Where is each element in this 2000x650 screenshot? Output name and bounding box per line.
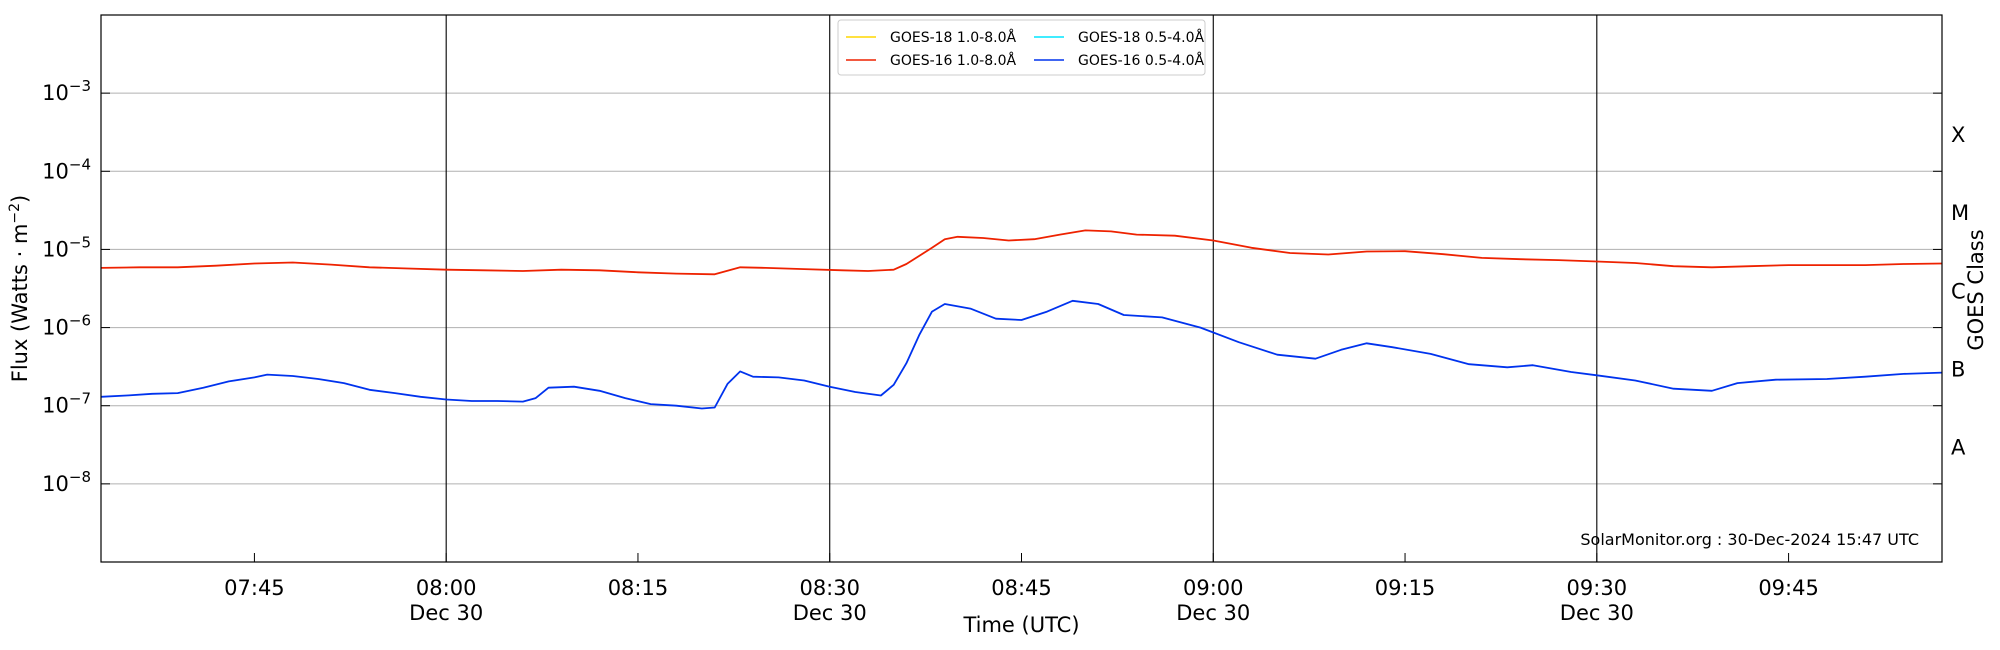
y-axis-title-sup: −2 (7, 203, 23, 224)
x-tick-label: 09:15 (1375, 576, 1436, 600)
y-tick-label: 10−4 (42, 155, 91, 183)
x-tick-label: 07:45 (224, 576, 285, 600)
legend-label: GOES-16 0.5-4.0Å (1078, 52, 1204, 69)
plot-frame (100, 14, 1943, 563)
goes-class-label: A (1951, 436, 1966, 460)
y-tick-label: 10−6 (42, 312, 91, 340)
y-tick-exponent: −7 (69, 390, 91, 408)
credit-text: SolarMonitor.org : 30-Dec-2024 15:47 UTC (1580, 530, 1919, 549)
y-tick-base: 10 (42, 394, 69, 418)
y-tick-base: 10 (42, 472, 69, 496)
goes-class-label: B (1951, 357, 1965, 381)
x-tick-label: 09:00 (1183, 576, 1244, 600)
x-axis-title: Time (UTC) (962, 613, 1079, 637)
x-tick-date-label: Dec 30 (793, 601, 867, 625)
y-axis-title-main: Flux (Watts · m (8, 224, 32, 383)
legend-label: GOES-18 0.5-4.0Å (1078, 29, 1204, 46)
goes-class-axis-title: GOES Class (1964, 229, 1988, 350)
x-tick-label: 09:30 (1567, 576, 1628, 600)
y-tick-base: 10 (42, 237, 69, 261)
tick-layer (101, 14, 1942, 563)
vertical-line-layer (445, 15, 1598, 562)
goes-class-label: X (1951, 123, 1965, 147)
x-tick-label: 08:30 (799, 576, 860, 600)
grid-layer (101, 92, 1942, 485)
y-tick-exponent: −3 (69, 77, 91, 95)
y-tick-exponent: −6 (69, 312, 91, 330)
y-axis-title-close: ) (8, 195, 32, 203)
legend: GOES-18 1.0-8.0Å GOES-18 0.5-4.0Å GOES-16 … (837, 19, 1206, 76)
series-line (100, 229, 1943, 276)
y-tick-label: 10−7 (42, 390, 91, 418)
legend-label: GOES-16 1.0-8.0Å (890, 52, 1016, 69)
x-tick-label: 08:00 (416, 576, 477, 600)
y-tick-label: 10−5 (42, 233, 91, 261)
x-tick-date-label: Dec 30 (409, 601, 483, 625)
y-tick-base: 10 (42, 81, 69, 105)
y-axis-title: Flux (Watts · m−2) (7, 195, 32, 383)
y-tick-label: 10−8 (42, 468, 91, 496)
x-tick-label: 08:45 (991, 576, 1052, 600)
x-tick-date-label: Dec 30 (1176, 601, 1250, 625)
y-tick-base: 10 (42, 159, 69, 183)
y-tick-exponent: −5 (69, 233, 91, 251)
goes-class-label: C (1951, 279, 1966, 303)
series-line (100, 299, 1943, 410)
goes-class-label: M (1951, 201, 1969, 225)
x-tick-label: 09:45 (1758, 576, 1819, 600)
legend-box (837, 19, 1206, 76)
y-tick-label: 10−3 (42, 77, 91, 105)
x-tick-date-label: Dec 30 (1560, 601, 1634, 625)
x-tick-label: 08:15 (608, 576, 669, 600)
legend-label: GOES-18 1.0-8.0Å (890, 29, 1016, 46)
y-tick-exponent: −4 (69, 155, 91, 173)
y-tick-exponent: −8 (69, 468, 91, 486)
series-layer (100, 229, 1943, 410)
y-tick-base: 10 (42, 316, 69, 340)
